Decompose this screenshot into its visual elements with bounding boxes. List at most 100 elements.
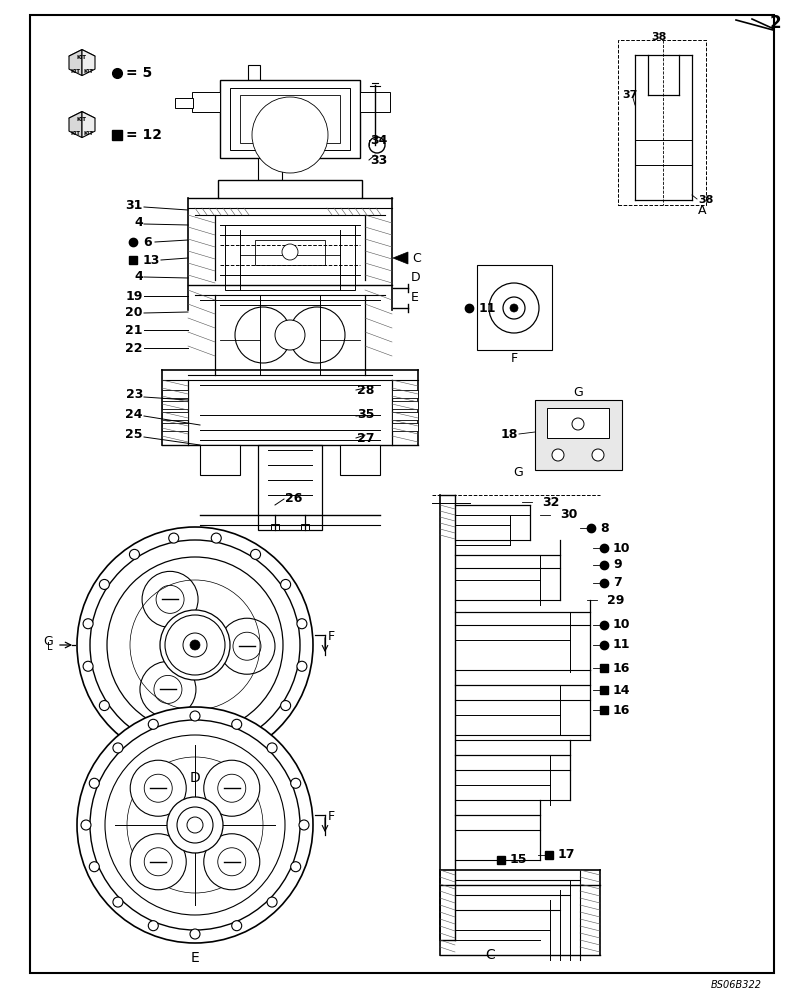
Circle shape <box>130 834 186 890</box>
Circle shape <box>282 244 298 260</box>
Polygon shape <box>69 50 95 63</box>
Text: F: F <box>328 630 335 644</box>
Text: 11: 11 <box>612 638 630 652</box>
Circle shape <box>251 97 328 173</box>
Text: F: F <box>328 810 335 823</box>
Bar <box>258 445 321 530</box>
Circle shape <box>105 735 284 915</box>
Circle shape <box>503 297 524 319</box>
Circle shape <box>148 921 158 931</box>
Text: 7: 7 <box>612 576 621 589</box>
Bar <box>175 98 193 108</box>
Text: 34: 34 <box>369 134 387 147</box>
Text: 8: 8 <box>599 522 608 534</box>
Polygon shape <box>69 50 82 76</box>
Text: 4: 4 <box>134 216 143 229</box>
Text: 22: 22 <box>125 342 143 355</box>
Polygon shape <box>392 412 418 420</box>
Text: 28: 28 <box>357 383 374 396</box>
Polygon shape <box>392 423 418 431</box>
Text: 30: 30 <box>560 508 577 522</box>
Bar <box>230 88 349 150</box>
Circle shape <box>144 848 172 876</box>
Text: KIT: KIT <box>77 55 87 60</box>
Text: 23: 23 <box>125 388 143 401</box>
Text: G: G <box>512 466 522 480</box>
Bar <box>220 80 360 158</box>
Bar <box>271 524 279 530</box>
Polygon shape <box>69 112 95 125</box>
Circle shape <box>140 661 196 717</box>
Circle shape <box>203 760 259 816</box>
Circle shape <box>129 549 139 559</box>
Circle shape <box>77 707 312 943</box>
Circle shape <box>291 778 300 788</box>
Text: 11: 11 <box>479 302 496 314</box>
Polygon shape <box>69 112 82 138</box>
Circle shape <box>280 701 290 711</box>
Circle shape <box>231 719 242 729</box>
Circle shape <box>218 848 246 876</box>
Circle shape <box>90 540 300 750</box>
Text: A: A <box>697 204 706 217</box>
Text: 38: 38 <box>650 32 666 42</box>
Circle shape <box>165 615 225 675</box>
Text: 24: 24 <box>125 408 143 422</box>
Polygon shape <box>161 423 188 431</box>
Text: KIT: KIT <box>71 131 80 136</box>
Text: = 12: = 12 <box>126 128 161 142</box>
Bar <box>218 180 361 198</box>
Text: C: C <box>484 948 495 962</box>
Polygon shape <box>546 408 608 438</box>
Circle shape <box>218 774 246 802</box>
Text: 26: 26 <box>284 491 302 504</box>
Circle shape <box>571 418 583 430</box>
Text: D: D <box>410 271 420 284</box>
Circle shape <box>169 533 178 543</box>
Polygon shape <box>82 50 95 76</box>
Text: 27: 27 <box>357 432 374 444</box>
Bar <box>192 92 220 112</box>
Circle shape <box>169 747 178 757</box>
Text: 35: 35 <box>357 408 374 422</box>
Text: E: E <box>410 291 418 304</box>
Text: G: G <box>573 385 582 398</box>
Text: 14: 14 <box>612 684 630 696</box>
Circle shape <box>153 675 181 703</box>
Circle shape <box>156 585 184 613</box>
Text: D: D <box>190 771 200 785</box>
Text: 13: 13 <box>143 253 160 266</box>
Circle shape <box>233 632 261 660</box>
Circle shape <box>129 731 139 741</box>
Circle shape <box>251 731 260 741</box>
Circle shape <box>299 820 308 830</box>
Text: E: E <box>190 951 199 965</box>
Circle shape <box>183 633 206 657</box>
Text: 19: 19 <box>125 290 143 302</box>
Circle shape <box>142 571 198 627</box>
Text: 20: 20 <box>125 306 143 320</box>
Bar <box>476 265 552 350</box>
Text: 21: 21 <box>125 324 143 336</box>
Circle shape <box>280 579 290 589</box>
Circle shape <box>296 619 307 629</box>
Polygon shape <box>392 401 418 409</box>
Circle shape <box>167 797 222 853</box>
Circle shape <box>211 533 221 543</box>
Text: 2: 2 <box>768 14 780 32</box>
Text: 33: 33 <box>369 154 387 167</box>
Text: 32: 32 <box>541 495 559 508</box>
Polygon shape <box>340 445 380 475</box>
Text: 10: 10 <box>612 618 630 632</box>
Text: C: C <box>411 251 420 264</box>
Bar <box>240 95 340 143</box>
Text: 29: 29 <box>606 593 624 606</box>
Circle shape <box>107 557 283 733</box>
Circle shape <box>100 701 109 711</box>
Text: 10: 10 <box>612 542 630 554</box>
Circle shape <box>83 661 93 671</box>
Polygon shape <box>200 445 240 475</box>
Circle shape <box>81 820 91 830</box>
Bar <box>247 65 259 80</box>
Bar <box>258 158 282 180</box>
